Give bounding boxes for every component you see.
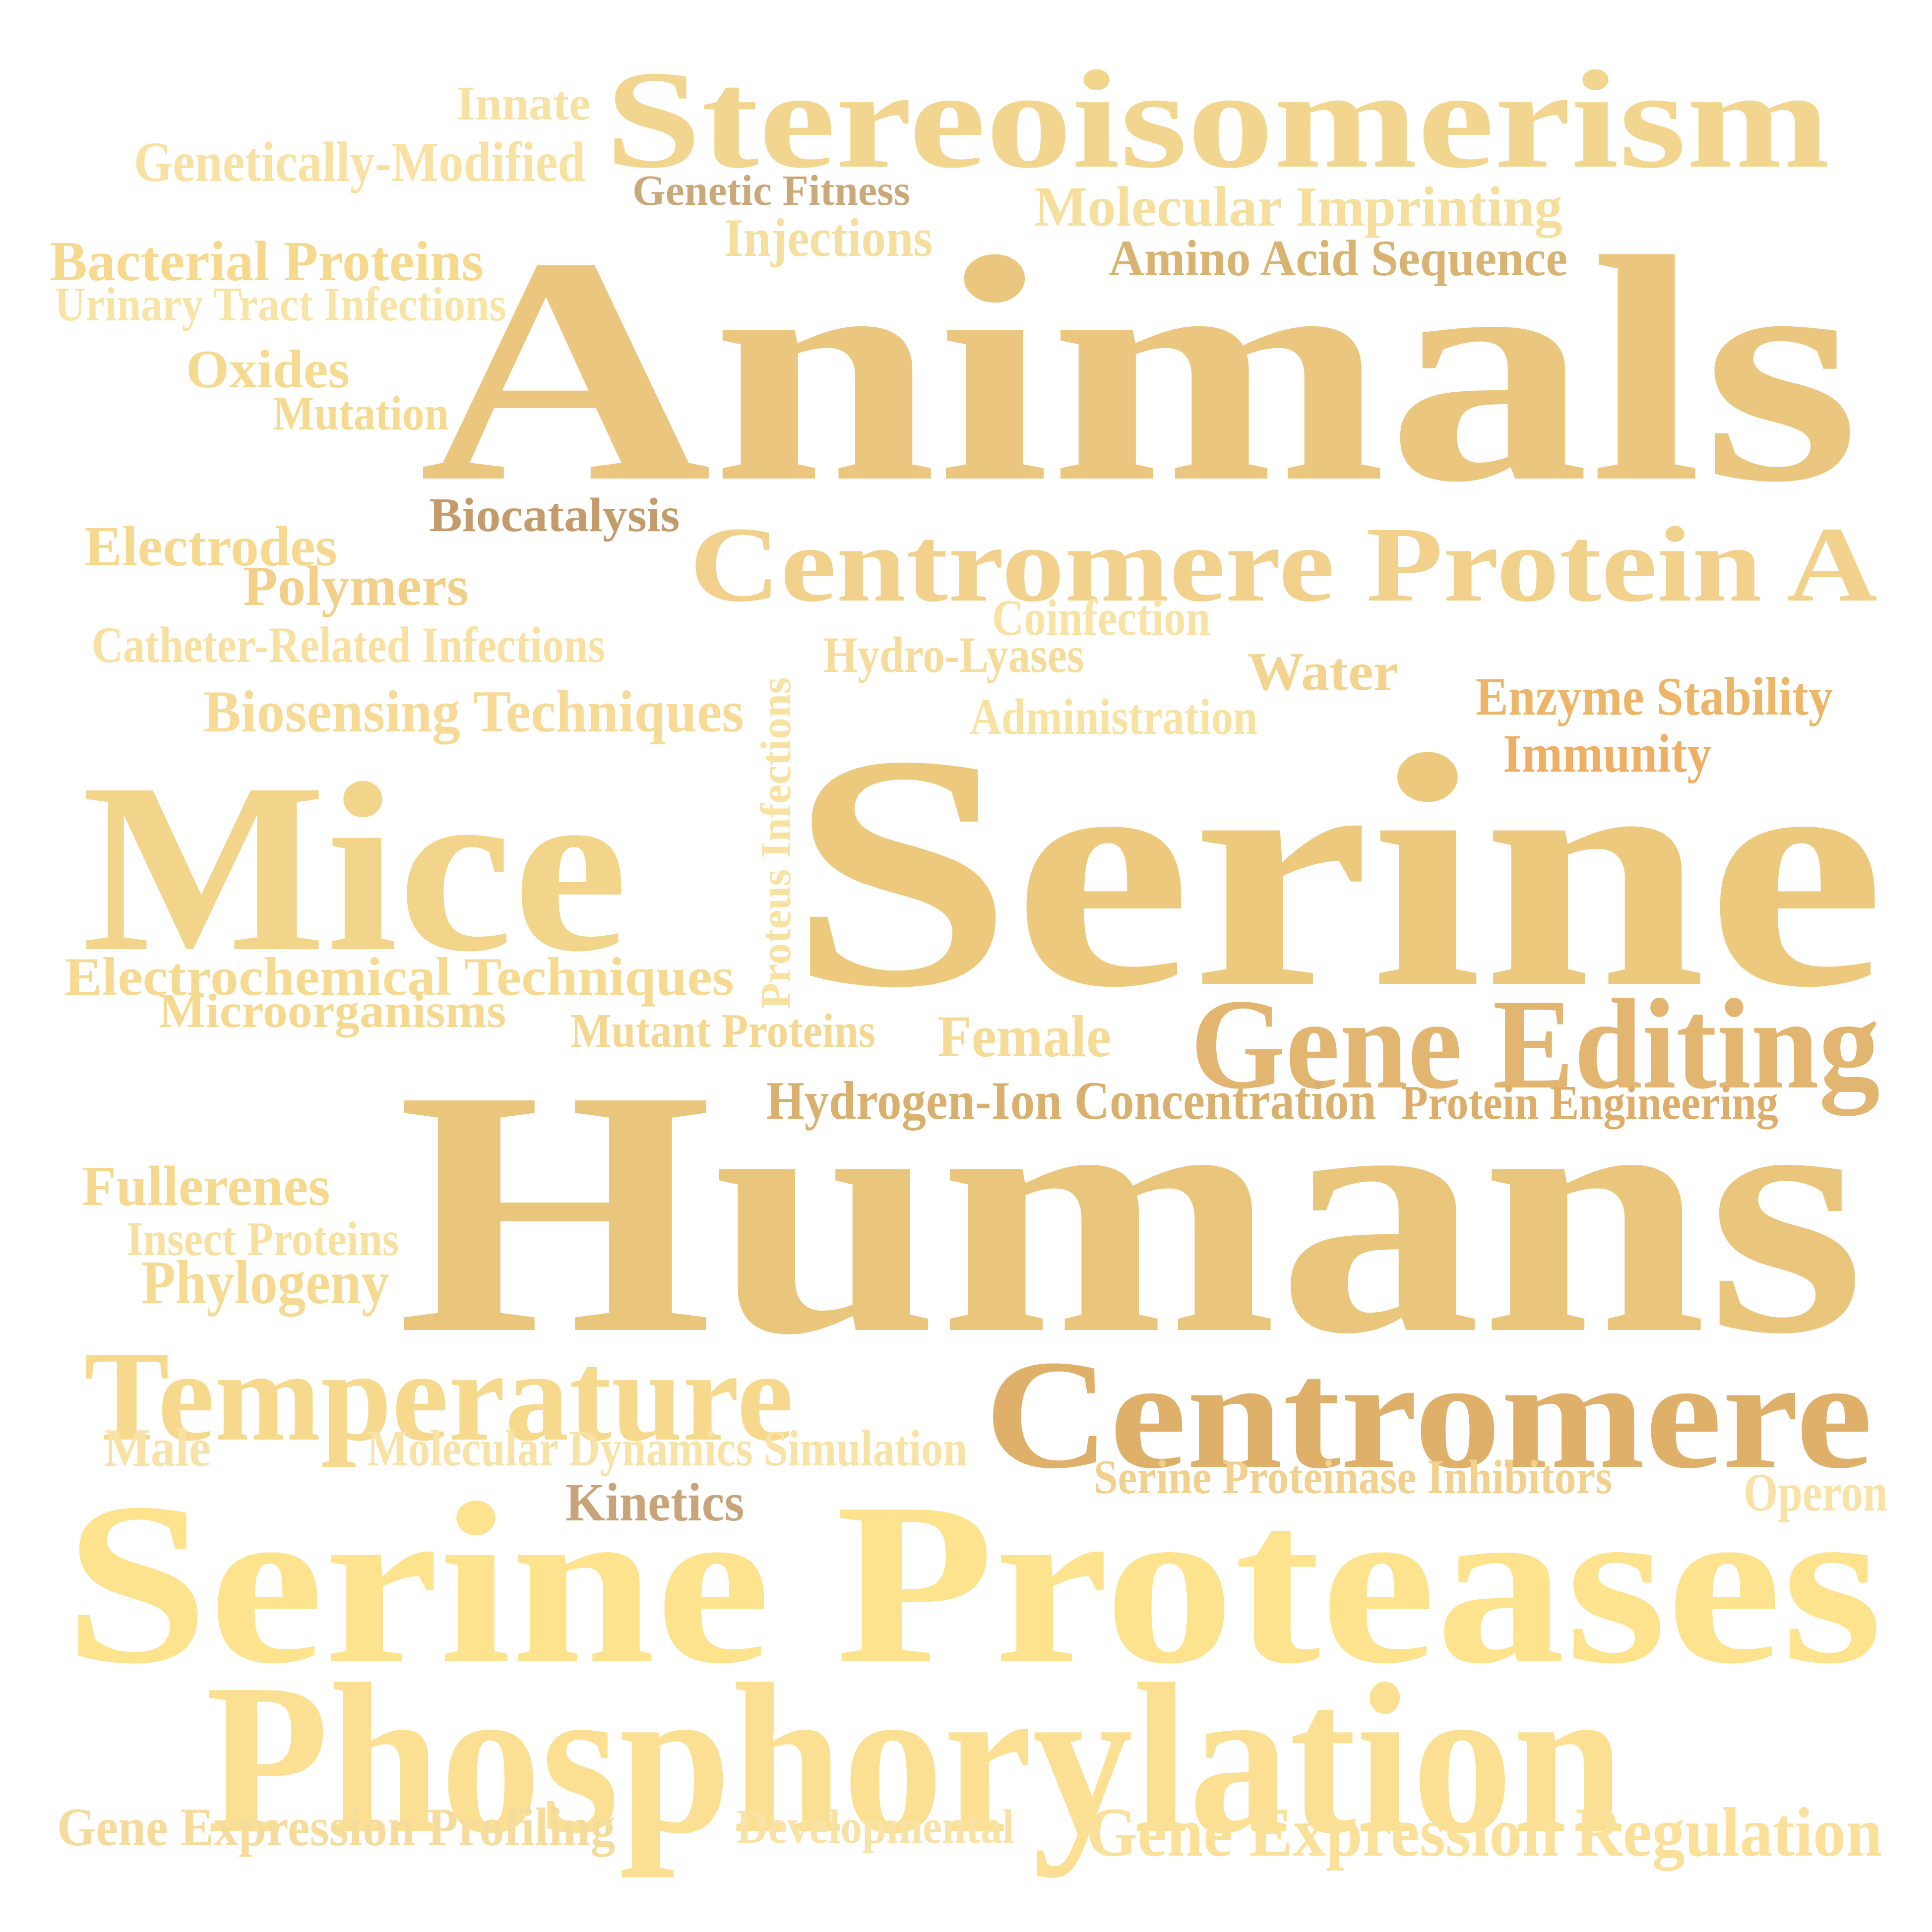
word-gene-expression-regulation: Gene Expression Regulation — [1086, 1794, 1883, 1871]
word-innate: Innate — [456, 77, 591, 130]
word-genetic-fitness: Genetic Fitness — [632, 166, 910, 214]
word-water: Water — [1247, 642, 1399, 702]
word-serine: Serine — [789, 686, 1885, 1056]
word-stereoisomerism: Stereoisomerism — [605, 42, 1830, 197]
word-kinetics: Kinetics — [565, 1472, 745, 1532]
word-phylogeny: Phylogeny — [141, 1249, 389, 1317]
word-insect-proteins: Insect Proteins — [126, 1212, 399, 1266]
word-injections: Injections — [724, 208, 933, 268]
word-serine-proteinase-inhibitors: Serine Proteinase Inhibitors — [1094, 1450, 1613, 1504]
word-administration: Administration — [970, 689, 1258, 745]
word-hydro-lyases: Hydro-Lyases — [823, 627, 1084, 683]
word-molecular-imprinting: Molecular Imprinting — [1034, 175, 1563, 238]
word-coinfection: Coinfection — [992, 590, 1211, 646]
word-operon: Operon — [1744, 1462, 1888, 1522]
word-biosensing-techniques: Biosensing Techniques — [203, 678, 744, 744]
word-serine-proteases: Serine Proteases — [64, 1455, 1883, 1712]
word-hydrogen-ion-concentration: Hydrogen-Ion Concentration — [766, 1071, 1376, 1131]
word-amino-acid-sequence: Amino Acid Sequence — [1109, 230, 1568, 287]
word-temperature: Temperature — [84, 1325, 794, 1468]
word-centromere: Centromere — [985, 1328, 1873, 1501]
word-urinary-tract-infections: Urinary Tract Infections — [55, 278, 506, 331]
word-catheter-related-infections: Catheter-Related Infections — [92, 617, 605, 673]
word-enzyme-stability: Enzyme Stability — [1476, 666, 1833, 726]
word-electrochemical-techniques: Electrochemical Techniques — [64, 947, 734, 1007]
word-developmental: Developmental — [737, 1800, 1015, 1854]
word-humans: Humans — [397, 1018, 1865, 1406]
word-phosphorylation: Phosphorylation — [206, 1639, 1624, 1878]
word-bacterial-proteins: Bacterial Proteins — [50, 230, 484, 293]
word-mice: Mice — [82, 733, 628, 1002]
word-gene-editing: Gene Editing — [1190, 972, 1880, 1116]
word-oxides: Oxides — [186, 339, 350, 399]
word-microorganisms: Microorganisms — [159, 984, 506, 1038]
word-fullerenes: Fullerenes — [82, 1154, 330, 1217]
word-immunity: Immunity — [1503, 724, 1712, 784]
word-molecular-dynamics-simulation: Molecular Dynamics Simulation — [367, 1420, 968, 1477]
word-electrodes: Electrodes — [84, 515, 337, 578]
word-animals: Animals — [419, 191, 1860, 549]
word-female: Female — [937, 1003, 1112, 1069]
word-protein-engineering: Protein Engineering — [1401, 1076, 1778, 1130]
word-centromere-protein-a: Centromere Protein A — [689, 505, 1877, 624]
word-mutant-proteins: Mutant Proteins — [570, 1004, 875, 1058]
word-polymers: Polymers — [243, 554, 469, 617]
word-gene-expression-profiling: Gene Expression Profiling — [57, 1797, 616, 1857]
word-biocatalysis: Biocatalysis — [429, 488, 680, 542]
word-genetically-modified: Genetically-Modified — [134, 130, 586, 193]
word-male: Male — [104, 1418, 211, 1478]
word-mutation: Mutation — [273, 387, 449, 440]
